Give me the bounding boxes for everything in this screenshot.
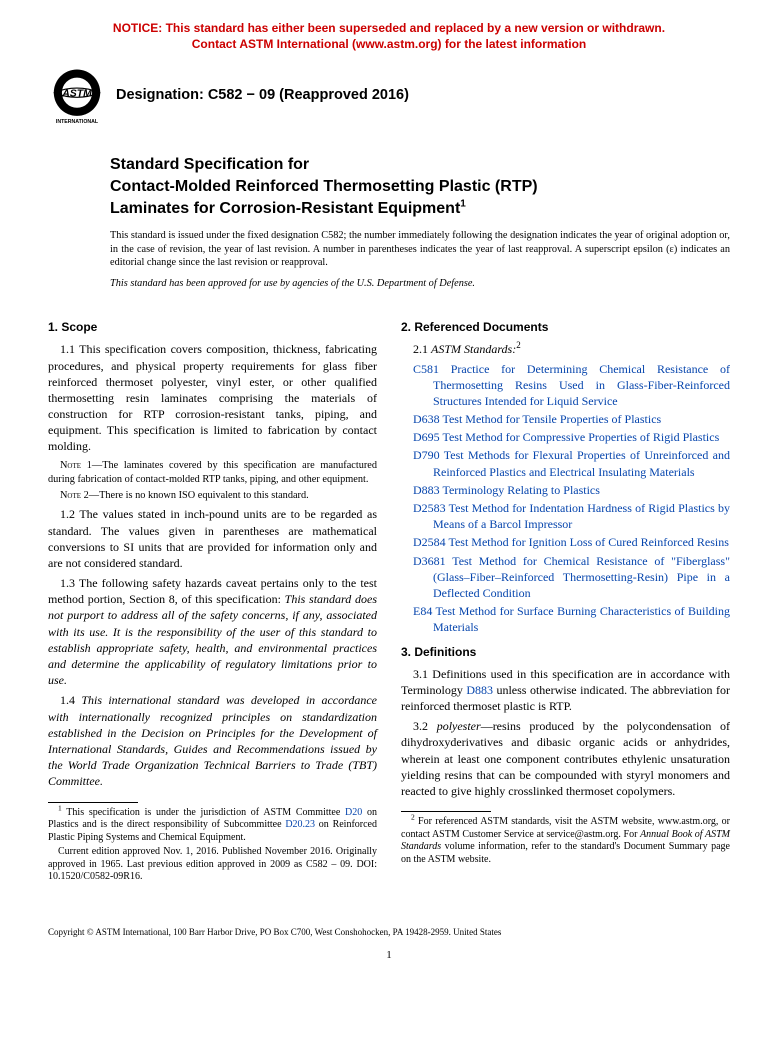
designation: Designation: C582 − 09 (Reapproved 2016) xyxy=(116,86,409,106)
notice-line2: Contact ASTM International (www.astm.org… xyxy=(192,37,586,51)
reference-title-link[interactable]: Test Method for Indentation Hardness of … xyxy=(433,501,730,531)
para-3-2: 3.2 polyester—resins produced by the pol… xyxy=(401,718,730,799)
header: ASTM INTERNATIONAL Designation: C582 − 0… xyxy=(48,66,730,124)
footnote-1-edition: Current edition approved Nov. 1, 2016. P… xyxy=(48,846,377,884)
body-columns: 1. Scope 1.1 This specification covers c… xyxy=(48,311,730,885)
section-2-head: 2. Referenced Documents xyxy=(401,319,730,335)
para-1-4: 1.4 This international standard was deve… xyxy=(48,692,377,789)
reference-code-link[interactable]: C581 xyxy=(413,362,439,376)
para-1-1: 1.1 This specification covers compositio… xyxy=(48,341,377,454)
reference-code-link[interactable]: D2584 xyxy=(413,535,446,549)
para-3-1: 3.1 Definitions used in this specificati… xyxy=(401,666,730,715)
para-1-2: 1.2 The values stated in inch-pound unit… xyxy=(48,506,377,571)
subcommittee-link[interactable]: D20.23 xyxy=(285,819,315,830)
note-1: Note 1—The laminates covered by this spe… xyxy=(48,459,377,487)
reference-item: D2583 Test Method for Indentation Hardne… xyxy=(401,500,730,532)
svg-text:ASTM: ASTM xyxy=(61,89,92,100)
committee-link-d20[interactable]: D20 xyxy=(345,807,362,818)
note-2: Note 2—There is no known ISO equivalent … xyxy=(48,489,377,503)
footnote-2: 2 For referenced ASTM standards, visit t… xyxy=(401,816,730,866)
copyright: Copyright © ASTM International, 100 Barr… xyxy=(48,926,730,938)
reference-item: D695 Test Method for Compressive Propert… xyxy=(401,429,730,445)
supersede-notice: NOTICE: This standard has either been su… xyxy=(48,20,730,52)
left-column: 1. Scope 1.1 This specification covers c… xyxy=(48,311,377,885)
reference-code-link[interactable]: D695 xyxy=(413,430,440,444)
reference-title-link[interactable]: Practice for Determining Chemical Resist… xyxy=(433,362,730,408)
reference-code-link[interactable]: E84 xyxy=(413,604,432,618)
reference-title-link[interactable]: Test Method for Ignition Loss of Cured R… xyxy=(446,535,729,549)
dod-approval-note: This standard has been approved for use … xyxy=(110,277,730,291)
reference-item: D790 Test Methods for Flexural Propertie… xyxy=(401,447,730,479)
reference-item: D638 Test Method for Tensile Properties … xyxy=(401,411,730,427)
reference-code-link[interactable]: D883 xyxy=(413,483,440,497)
reference-code-link[interactable]: D2583 xyxy=(413,501,446,515)
reference-item: D2584 Test Method for Ignition Loss of C… xyxy=(401,534,730,550)
reference-code-link[interactable]: D638 xyxy=(413,412,440,426)
section-1-head: 1. Scope xyxy=(48,319,377,335)
para-1-3: 1.3 The following safety hazards caveat … xyxy=(48,575,377,688)
astm-standards-label: 2.1 ASTM Standards:2 xyxy=(401,341,730,357)
reference-title-link[interactable]: Test Method for Compressive Properties o… xyxy=(440,430,720,444)
reference-title-link[interactable]: Terminology Relating to Plastics xyxy=(440,483,600,497)
terminology-link-d883[interactable]: D883 xyxy=(466,683,493,697)
page-number: 1 xyxy=(48,948,730,963)
reference-item: D883 Terminology Relating to Plastics xyxy=(401,482,730,498)
right-column: 2. Referenced Documents 2.1 ASTM Standar… xyxy=(401,311,730,885)
reference-item: E84 Test Method for Surface Burning Char… xyxy=(401,603,730,635)
issuance-note: This standard is issued under the fixed … xyxy=(110,229,730,269)
reference-item: C581 Practice for Determining Chemical R… xyxy=(401,361,730,410)
reference-code-link[interactable]: D3681 xyxy=(413,554,446,568)
svg-text:INTERNATIONAL: INTERNATIONAL xyxy=(56,119,99,124)
reference-title-link[interactable]: Test Method for Tensile Properties of Pl… xyxy=(440,412,662,426)
reference-title-link[interactable]: Test Method for Chemical Resistance of "… xyxy=(433,554,730,600)
reference-title-link[interactable]: Test Method for Surface Burning Characte… xyxy=(432,604,730,634)
reference-item: D3681 Test Method for Chemical Resistanc… xyxy=(401,553,730,602)
references-list: C581 Practice for Determining Chemical R… xyxy=(401,361,730,636)
astm-logo: ASTM INTERNATIONAL xyxy=(48,66,106,124)
reference-code-link[interactable]: D790 xyxy=(413,448,440,462)
document-title: Standard Specification for Contact-Molde… xyxy=(110,154,730,219)
title-block: Standard Specification for Contact-Molde… xyxy=(110,154,730,219)
reference-title-link[interactable]: Test Methods for Flexural Properties of … xyxy=(433,448,730,478)
footnote-1: 1 This specification is under the jurisd… xyxy=(48,807,377,845)
section-3-head: 3. Definitions xyxy=(401,644,730,660)
notice-line1: NOTICE: This standard has either been su… xyxy=(113,21,665,35)
